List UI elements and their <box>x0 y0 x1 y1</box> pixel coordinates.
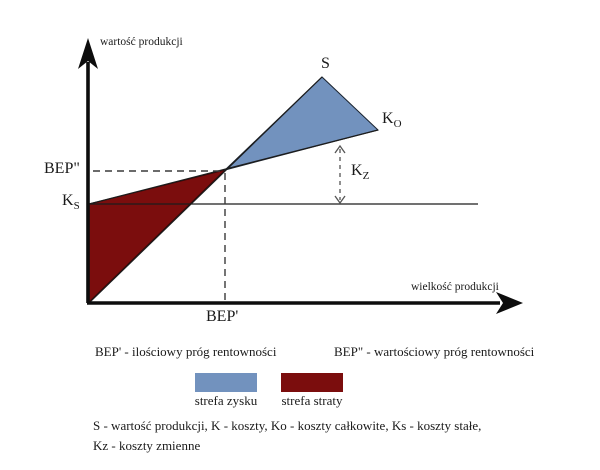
fixed-cost-label-sub: S <box>73 200 80 213</box>
legend-bep-value: BEP" - wartościowy próg rentowności <box>334 344 535 359</box>
loss-zone-swatch-label: strefa straty <box>281 393 343 408</box>
total-cost-label-sub: O <box>393 118 402 131</box>
total-cost-label: KO <box>382 110 402 130</box>
sales-line <box>88 76 323 304</box>
sales-line-label: S <box>321 55 330 72</box>
loss-zone-swatch <box>281 373 343 392</box>
total-cost-line <box>88 129 379 205</box>
profit-zone-swatch-label: strefa zysku <box>194 393 258 408</box>
variable-cost-label: KZ <box>351 162 369 182</box>
bep-quantity-axis-label: BEP' <box>206 308 239 325</box>
fixed-cost-label-base: K <box>62 192 74 209</box>
x-axis-arrow-icon <box>496 292 523 314</box>
kz-arrow-down-icon <box>334 195 346 205</box>
footnote-line-2: Kz - koszty zmienne <box>93 438 201 453</box>
y-axis-arrow-icon <box>78 38 98 69</box>
profit-zone-shape <box>223 76 379 171</box>
fixed-cost-label: KS <box>62 192 80 212</box>
variable-cost-label-sub: Z <box>362 170 370 183</box>
y-axis-title: wartość produkcji <box>100 36 183 48</box>
profit-zone-swatch <box>195 373 257 392</box>
bep-value-axis-label: BEP" <box>44 160 80 177</box>
kz-arrow-up-icon <box>334 144 346 154</box>
x-axis-title: wielkość produkcji <box>411 281 499 293</box>
total-cost-label-base: K <box>382 110 394 127</box>
legend-bep-quantity: BEP' - ilościowy próg rentowności <box>95 344 277 359</box>
footnote-line-1: S - wartość produkcji, K - koszty, Ko - … <box>93 418 482 433</box>
variable-cost-label-base: K <box>351 162 363 179</box>
loss-zone-shape <box>88 169 227 304</box>
